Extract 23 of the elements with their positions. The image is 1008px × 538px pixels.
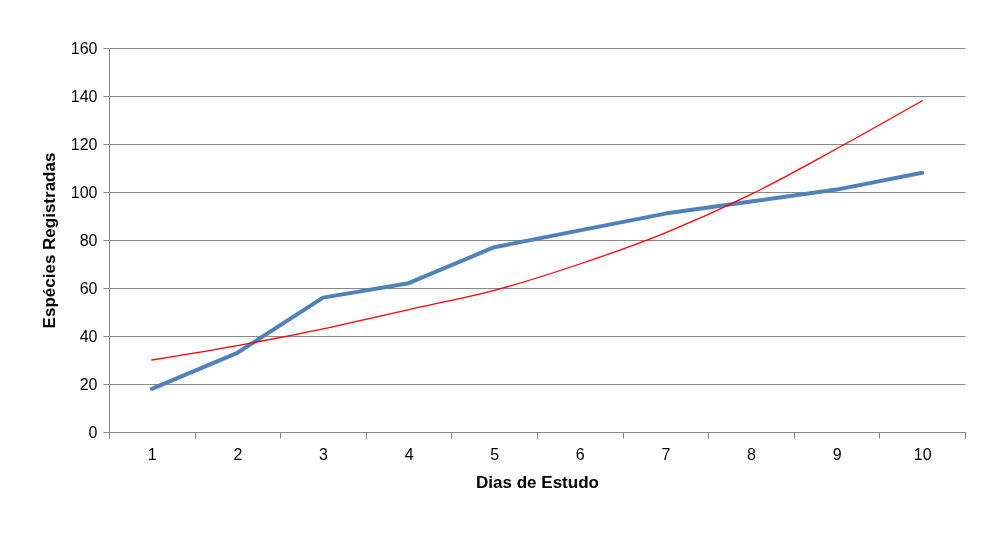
y-tick-label: 0 [88, 423, 98, 441]
x-tick-label: 4 [404, 445, 414, 463]
x-axis-title: Dias de Estudo [476, 472, 599, 492]
y-tick-label: 100 [70, 183, 98, 201]
x-tick-label: 5 [490, 445, 500, 463]
y-tick-label: 160 [70, 39, 98, 57]
y-axis-title: Espécies Registradas [39, 152, 59, 329]
y-tick-label: 120 [70, 135, 98, 153]
x-tick-label: 8 [747, 445, 757, 463]
x-tick-label: 7 [661, 445, 671, 463]
x-tick-label: 2 [233, 445, 243, 463]
x-tick-label: 3 [319, 445, 329, 463]
line-series [149, 170, 925, 391]
x-tick-label: 6 [575, 445, 585, 463]
y-tick-label: 140 [70, 87, 98, 105]
line-series [151, 100, 923, 361]
y-tick-label: 80 [79, 231, 98, 249]
y-tick-label: 20 [79, 375, 98, 393]
x-tick-label: 10 [913, 445, 932, 463]
y-tick-label: 40 [79, 327, 98, 345]
x-tick-label: 1 [147, 445, 157, 463]
x-tick-label: 9 [832, 445, 842, 463]
y-tick-label: 60 [79, 279, 98, 297]
